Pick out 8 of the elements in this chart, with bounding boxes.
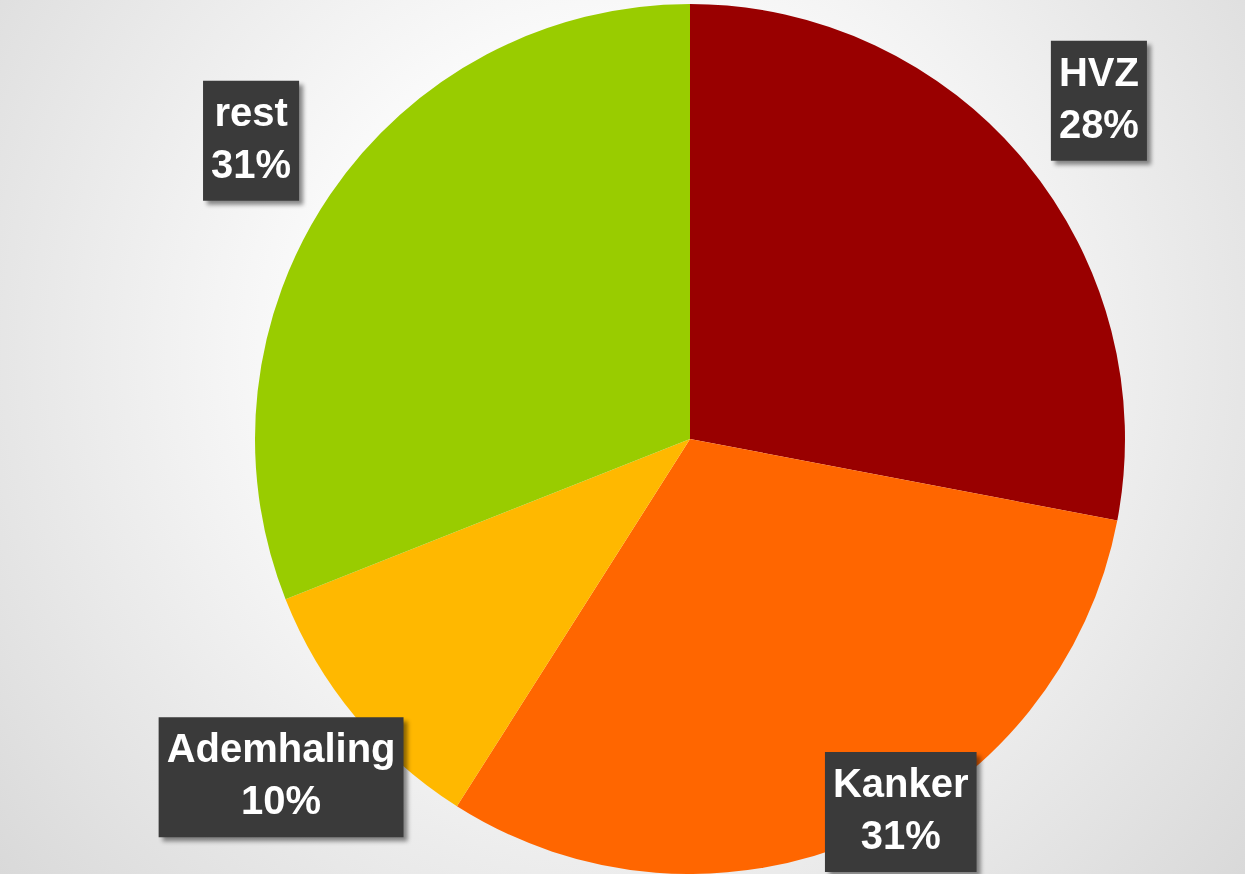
data-label: 31% (211, 141, 292, 186)
slice-label: rest (214, 89, 288, 134)
data-label: 28% (1058, 101, 1139, 146)
slice-label: Ademhaling (166, 726, 396, 771)
data-label: 31% (860, 813, 941, 858)
slice-label: Kanker (832, 761, 969, 806)
slice-label: HVZ (1058, 49, 1139, 94)
data-label: 10% (241, 778, 322, 823)
